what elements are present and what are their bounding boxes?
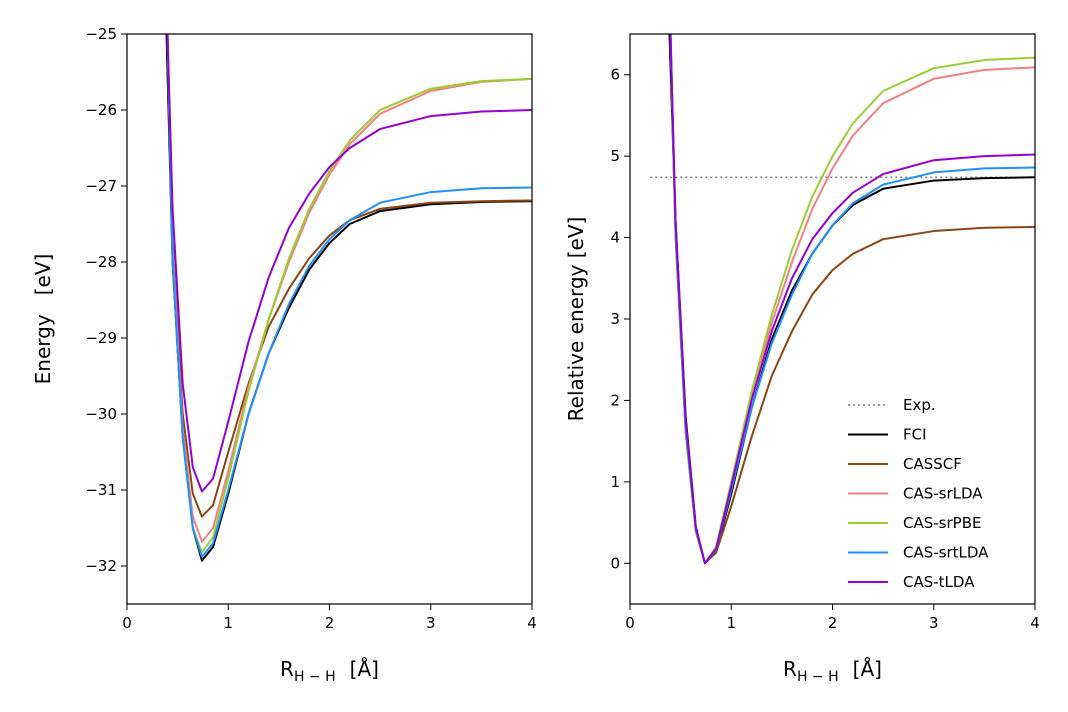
y-tick-label: −29 xyxy=(85,329,117,347)
y-tick-label: −25 xyxy=(85,25,117,43)
legend-label-exp: Exp. xyxy=(903,396,936,414)
x-axis-title-symbol: R xyxy=(783,657,797,681)
y-axis-title: Relative energy [eV] xyxy=(564,217,588,422)
y-axis-title: Energy [eV] xyxy=(31,254,55,385)
y-tick-label: 3 xyxy=(610,310,620,328)
y-tick-label: 5 xyxy=(610,147,620,165)
x-tick-label: 1 xyxy=(223,614,233,632)
series-group xyxy=(165,34,532,562)
x-tick-label: 0 xyxy=(122,614,132,632)
x-tick-label: 1 xyxy=(726,614,736,632)
x-axis-title-subscript: H − H xyxy=(797,669,839,685)
x-tick-label: 4 xyxy=(1030,614,1040,632)
x-axis-title: RH − H [Å] xyxy=(783,657,882,685)
x-tick-label: 2 xyxy=(828,614,838,632)
y-tick-label: 2 xyxy=(610,391,620,409)
left-chart-panel: 0 1 2 3 4 −32 −31 −30 −29 −28 −27 −26 −25 RH − H [Å] En… xyxy=(31,25,537,685)
series-group xyxy=(650,34,1035,565)
y-tick-label: 6 xyxy=(610,66,620,84)
series-line-cas-srtlda xyxy=(166,34,532,558)
x-axis-title-symbol: R xyxy=(280,657,294,681)
x-tick-label: 3 xyxy=(929,614,939,632)
legend: Exp. FCI CASSCF CAS-srLDA CAS-srPBE CAS-srtLD… xyxy=(848,396,989,591)
legend-label-cas-srtlda: CAS-srtLDA xyxy=(903,544,989,562)
x-axis-title-unit: [Å] xyxy=(853,657,882,681)
y-tick-label: −26 xyxy=(85,101,117,119)
legend-label-fci: FCI xyxy=(903,426,927,444)
series-line-cas-tlda xyxy=(166,34,532,493)
series-line-cas-tlda xyxy=(669,34,1035,565)
y-tick-label: 4 xyxy=(610,229,620,247)
x-axis-title-subscript: H − H xyxy=(294,669,336,685)
x-axis-title: RH − H [Å] xyxy=(280,657,379,685)
legend-label-cas-srlda: CAS-srLDA xyxy=(903,485,983,503)
y-tick-label: −27 xyxy=(85,177,117,195)
x-tick-label: 3 xyxy=(426,614,436,632)
y-tick-label: −28 xyxy=(85,253,117,271)
y-tick-label: 1 xyxy=(610,473,620,491)
y-tick-label: −30 xyxy=(85,405,117,423)
x-tick-label: 4 xyxy=(527,614,537,632)
x-tick-label: 0 xyxy=(625,614,635,632)
y-tick-label: −31 xyxy=(85,481,117,499)
right-chart-panel: 0 1 2 3 4 0 1 2 3 4 5 6 RH − H [Å] Relative energy [eV… xyxy=(564,33,1040,685)
x-tick-label: 2 xyxy=(325,614,335,632)
x-axis-title-unit: [Å] xyxy=(350,657,379,681)
series-line-casscf xyxy=(166,34,532,518)
y-tick-label: 0 xyxy=(610,554,620,572)
legend-label-casscf: CASSCF xyxy=(903,455,962,473)
legend-label-cas-tlda: CAS-tLDA xyxy=(903,573,975,591)
y-tick-label: −32 xyxy=(85,557,117,575)
legend-label-cas-srpbe: CAS-srPBE xyxy=(903,514,981,532)
